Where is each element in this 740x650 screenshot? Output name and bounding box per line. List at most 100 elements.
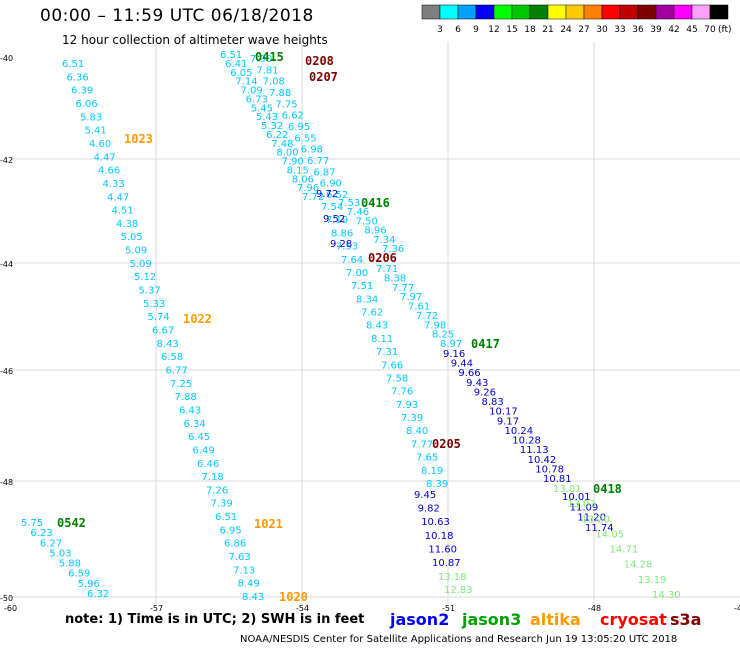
wave-height-value: 5.83 bbox=[80, 112, 102, 123]
wave-height-value: 10.01 bbox=[562, 492, 591, 503]
wave-height-value: 7.34 bbox=[373, 235, 395, 246]
wave-height-value: 8.39 bbox=[426, 479, 448, 490]
wave-height-value: 9.26 bbox=[474, 387, 496, 398]
map-subtitle: 12 hour collection of altimeter wave hei… bbox=[62, 33, 328, 47]
pass-time-label: 0417 bbox=[471, 337, 500, 351]
wave-height-value: 4.33 bbox=[103, 179, 125, 190]
wave-height-value: 9.52 bbox=[323, 214, 345, 225]
latitude-tick: -42 bbox=[0, 156, 13, 165]
pass-time-label: 0416 bbox=[361, 196, 390, 210]
wave-height-value: 5.33 bbox=[143, 299, 165, 310]
wave-height-value: 14.71 bbox=[610, 545, 639, 556]
wave-height-value: 7.61 bbox=[408, 302, 430, 313]
legend-label: 9 bbox=[473, 25, 479, 35]
wave-height-value: 7.93 bbox=[396, 400, 418, 411]
legend-label: 24 bbox=[560, 25, 572, 35]
wave-height-value: 8.38 bbox=[384, 273, 406, 284]
satellite-legend-cryosat: cryosat bbox=[600, 610, 667, 629]
legend-label: 12 bbox=[488, 25, 499, 35]
wave-height-value: 10.81 bbox=[543, 474, 572, 485]
legend-swatch bbox=[655, 4, 675, 20]
wave-height-value: 13.19 bbox=[638, 575, 667, 586]
legend-swatch bbox=[457, 4, 477, 20]
wave-height-value: 6.27 bbox=[40, 538, 62, 549]
legend-label: 3 bbox=[437, 25, 443, 35]
wave-height-value: 7.13 bbox=[233, 565, 255, 576]
satellite-legend-jason2: jason2 bbox=[390, 610, 450, 629]
legend-swatch bbox=[583, 4, 603, 20]
wave-height-value: 7.96 bbox=[297, 183, 319, 194]
wave-height-value: 6.06 bbox=[76, 99, 98, 110]
legend-swatch bbox=[619, 4, 639, 20]
wave-height-value: 4.66 bbox=[98, 166, 120, 177]
wave-height-value: 5.96 bbox=[78, 579, 100, 590]
wave-height-value: 5.45 bbox=[251, 103, 273, 114]
satellite-legend-s3a: s3a bbox=[670, 610, 702, 629]
wave-height-value: 5.41 bbox=[85, 126, 107, 137]
wave-height-value: 4.60 bbox=[89, 139, 111, 150]
latitude-tick: -40 bbox=[0, 54, 13, 63]
legend-label: 33 bbox=[614, 25, 625, 35]
wave-height-value: 8.97 bbox=[440, 339, 462, 350]
wave-height-value: 6.51 bbox=[62, 59, 84, 70]
wave-height-value: 9.45 bbox=[414, 490, 436, 501]
wave-height-value: 7.08 bbox=[263, 77, 285, 88]
wave-height-value: 7.39 bbox=[401, 413, 423, 424]
wave-height-value: 7.76 bbox=[391, 387, 413, 398]
wave-height-value: 7.51 bbox=[351, 281, 373, 292]
wave-height-value: 5.43 bbox=[256, 112, 278, 123]
latitude-tick: -48 bbox=[0, 478, 13, 487]
wave-height-value: 7.97 bbox=[400, 292, 422, 303]
wave-height-value: 10.28 bbox=[512, 436, 541, 447]
legend-swatch bbox=[601, 4, 621, 20]
wave-height-value: 6.36 bbox=[67, 72, 89, 83]
legend-label: 21 bbox=[542, 25, 553, 35]
track-t4: 7.907.817.087.887.756.626.956.556.986.77… bbox=[250, 54, 348, 201]
legend-swatch bbox=[421, 4, 441, 20]
pass-time-label: 0205 bbox=[432, 437, 461, 451]
longitude-tick: -45 bbox=[734, 604, 740, 613]
wave-height-value: 7.19 bbox=[326, 215, 348, 226]
wave-height-value: 7.46 bbox=[347, 207, 369, 218]
wave-height-value: 6.23 bbox=[30, 528, 52, 539]
wave-height-value: 12.83 bbox=[444, 585, 473, 596]
track-t6: 7.54 7.19 8.86 7.53 7.64 7.00 7.51 8.34 7.62 8.43… bbox=[321, 202, 448, 490]
wave-height-value: 7.71 bbox=[376, 264, 398, 275]
wave-height-value: 6.34 bbox=[184, 419, 206, 430]
wave-height-value: 13.20 bbox=[581, 514, 610, 525]
wave-height-value: 5.37 bbox=[139, 286, 161, 297]
wave-height-value: 8.43 bbox=[366, 321, 388, 332]
wave-height-value: 6.52 bbox=[326, 190, 348, 201]
wave-height-value: 10.24 bbox=[505, 426, 534, 437]
wave-height-value: 8.15 bbox=[287, 165, 309, 176]
wave-height-value: 6.86 bbox=[224, 539, 246, 550]
wave-height-value: 14.05 bbox=[595, 529, 624, 540]
wave-height-value: 7.63 bbox=[229, 552, 251, 563]
wave-height-value: 7.09 bbox=[241, 86, 263, 97]
legend-swatch bbox=[637, 4, 657, 20]
wave-height-value: 6.22 bbox=[266, 130, 288, 141]
wave-height-value: 7.39 bbox=[211, 499, 233, 510]
legend-swatch bbox=[673, 4, 693, 20]
wave-height-value: 13.03 bbox=[567, 499, 596, 510]
wave-height-value: 5.88 bbox=[59, 559, 81, 570]
wave-height-value: 7.14 bbox=[235, 77, 257, 88]
wave-height-value: 7.26 bbox=[206, 485, 228, 496]
wave-height-value: 5.12 bbox=[134, 272, 156, 283]
wave-height-value: 7.72 bbox=[416, 311, 438, 322]
wave-height-value: 6.46 bbox=[197, 459, 219, 470]
wave-height-value: 7.36 bbox=[382, 244, 404, 255]
map-grid: -40 -42 -44 -46 -48 -50-60 -57 -54 -51 -48 -45 bbox=[0, 42, 740, 613]
track-t10: 9.169.449.669.439.268.8310.179.1710.2410… bbox=[443, 349, 572, 485]
wave-height-value: 6.95 bbox=[220, 525, 242, 536]
wave-height-value: 6.59 bbox=[68, 569, 90, 580]
wave-height-value: 7.64 bbox=[341, 255, 363, 266]
color-legend: 3 6 9 12 15 18 21 24 27 30 33 36 39 42 45 70 (ft) bbox=[421, 4, 732, 35]
wave-height-value: 4.38 bbox=[116, 219, 138, 230]
wave-height-value: 7.25 bbox=[170, 379, 192, 390]
wave-height-value: 7.75 bbox=[275, 99, 297, 110]
wave-height-value: 8.43 bbox=[157, 339, 179, 350]
wave-height-value: 8.19 bbox=[421, 466, 443, 477]
